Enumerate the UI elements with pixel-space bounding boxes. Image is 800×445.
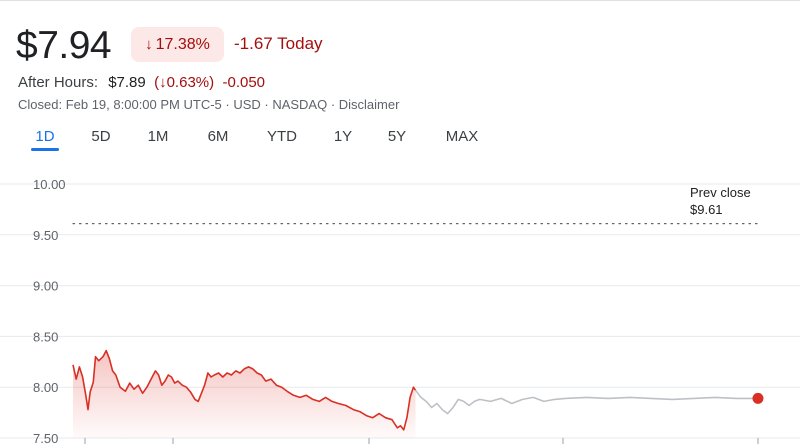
- y-tick-label: 7.50: [33, 431, 58, 445]
- tab-5d[interactable]: 5D: [91, 128, 111, 145]
- y-tick-label: 8.00: [33, 380, 58, 395]
- after-hours-row: After Hours: $7.89 (↓0.63%) -0.050: [18, 74, 265, 91]
- tab-6m[interactable]: 6M: [207, 128, 229, 145]
- regular-session-line: [72, 349, 417, 431]
- y-tick-label: 9.00: [33, 279, 58, 294]
- active-tab-indicator: [31, 148, 59, 151]
- price-chart[interactable]: 10.00 9.50 9.00 8.50 8.00 7.50: [0, 160, 800, 445]
- tab-5y[interactable]: 5Y: [387, 128, 407, 145]
- tab-max[interactable]: MAX: [445, 128, 479, 145]
- y-tick-label: 8.50: [33, 329, 58, 344]
- after-hours-price: $7.89: [108, 74, 146, 91]
- tab-1d[interactable]: 1D: [35, 128, 55, 145]
- prev-close-annotation: Prev close $9.61: [690, 184, 751, 218]
- prev-close-value: $9.61: [690, 202, 723, 217]
- range-tabs: 1D 5D 1M 6M YTD 1Y 5Y MAX: [0, 128, 800, 152]
- arrow-down-icon: ↓: [145, 36, 153, 53]
- y-tick-label: 10.00: [33, 177, 66, 192]
- tab-1y[interactable]: 1Y: [333, 128, 353, 145]
- after-hours-percent-group: (↓0.63%): [149, 74, 219, 91]
- regular-session-area: [73, 350, 416, 438]
- prev-close-label: Prev close: [690, 185, 751, 200]
- after-hours-percent: 0.63%: [166, 74, 210, 91]
- current-price-marker: [752, 392, 764, 404]
- change-today: -1.67 Today: [234, 34, 323, 53]
- after-hours-line: [414, 389, 758, 415]
- current-price: $7.94: [16, 24, 112, 67]
- after-hours-label: After Hours:: [18, 74, 99, 91]
- top-divider: [0, 0, 800, 1]
- tab-ytd[interactable]: YTD: [267, 128, 297, 145]
- change-percent-badge: ↓ 17.38%: [131, 27, 224, 62]
- after-hours-change: -0.050: [222, 74, 266, 91]
- arrow-down-icon: ↓: [159, 74, 167, 91]
- y-tick-label: 9.50: [33, 228, 58, 243]
- market-status: Closed: Feb 19, 8:00:00 PM UTC-5 · USD ·…: [18, 97, 400, 112]
- change-percent: 17.38%: [155, 35, 210, 53]
- tab-1m[interactable]: 1M: [147, 128, 169, 145]
